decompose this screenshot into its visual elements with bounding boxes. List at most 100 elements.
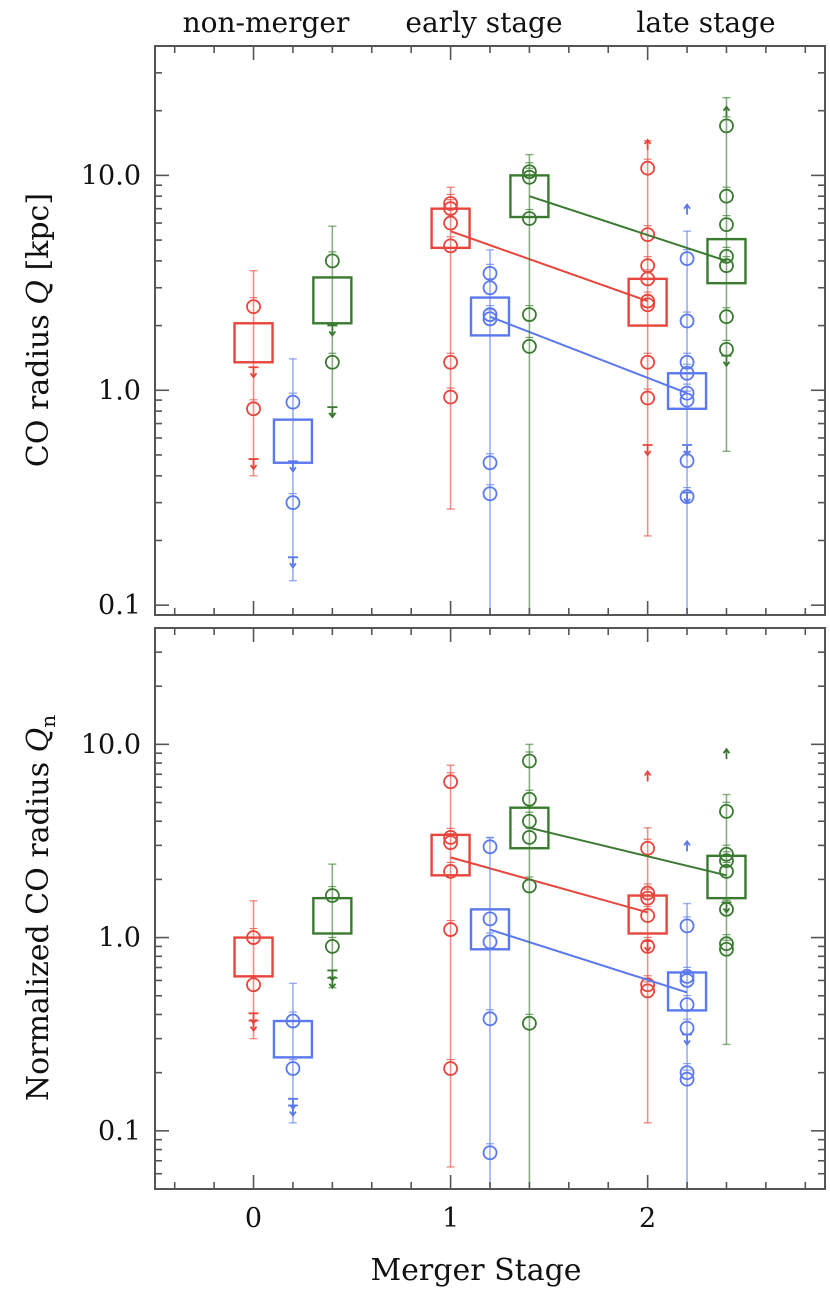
data-point bbox=[719, 853, 734, 869]
data-point bbox=[640, 939, 656, 954]
data-point bbox=[482, 265, 498, 281]
data-point bbox=[443, 835, 458, 851]
data-point bbox=[679, 997, 695, 1012]
data-point bbox=[679, 365, 695, 381]
data-point bbox=[324, 253, 340, 269]
data-point bbox=[719, 248, 734, 264]
y-tick-label: 0.1 bbox=[98, 590, 141, 621]
data-point bbox=[522, 307, 537, 322]
series-blue bbox=[272, 836, 708, 1190]
bottom-panel-marks bbox=[233, 743, 747, 1190]
data-point bbox=[640, 983, 656, 999]
data-point bbox=[679, 1071, 695, 1087]
data-point bbox=[482, 1145, 498, 1161]
data-point bbox=[443, 201, 458, 217]
trend-line bbox=[450, 856, 648, 914]
data-point bbox=[246, 401, 261, 417]
data-point bbox=[719, 864, 734, 879]
lower-limit-arrow bbox=[722, 105, 731, 117]
median-box bbox=[430, 207, 471, 250]
stage-label-early: early stage bbox=[405, 6, 562, 39]
median-box bbox=[666, 372, 708, 410]
data-point bbox=[719, 309, 734, 325]
trend-line bbox=[450, 230, 648, 303]
data-point bbox=[522, 753, 537, 769]
data-point bbox=[522, 813, 537, 829]
bottom-y-axis-title-var: Q bbox=[21, 728, 56, 753]
upper-limit-arrow bbox=[682, 1033, 693, 1046]
data-point bbox=[640, 908, 656, 923]
stage-label-non-merger: non-merger bbox=[183, 6, 350, 39]
upper-limit-arrow bbox=[327, 406, 338, 419]
data-point bbox=[443, 1061, 458, 1076]
upper-limit-arrow bbox=[248, 1019, 259, 1033]
bottom-y-axis-title-main: Normalized CO radius bbox=[21, 752, 56, 1101]
upper-limit-arrow bbox=[721, 354, 732, 368]
data-point bbox=[285, 1061, 301, 1076]
data-point bbox=[482, 455, 498, 471]
y-tick-label: 10.0 bbox=[81, 160, 141, 191]
series-blue bbox=[272, 203, 708, 616]
median-box bbox=[509, 174, 550, 219]
y-tick-label: 10.0 bbox=[81, 729, 141, 760]
top-y-axis-title-main: CO radius bbox=[21, 305, 56, 467]
data-point bbox=[640, 977, 656, 993]
data-point bbox=[482, 839, 498, 855]
data-point bbox=[719, 118, 734, 134]
bottom-y-axis-title: Normalized CO radius Qn bbox=[21, 715, 60, 1101]
data-point bbox=[640, 160, 656, 176]
data-point bbox=[443, 354, 458, 370]
lower-limit-arrow bbox=[683, 203, 691, 215]
data-point bbox=[719, 217, 734, 233]
data-point bbox=[443, 238, 458, 254]
data-point bbox=[640, 297, 656, 313]
upper-limit-arrow bbox=[642, 940, 653, 953]
data-point bbox=[679, 392, 695, 408]
median-box bbox=[706, 854, 747, 900]
upper-limit-arrow bbox=[287, 460, 298, 473]
data-point bbox=[719, 846, 734, 862]
upper-limit-arrow bbox=[682, 491, 693, 505]
median-box bbox=[627, 277, 668, 327]
data-point bbox=[482, 934, 498, 950]
data-point bbox=[679, 313, 695, 329]
data-point bbox=[522, 829, 537, 845]
data-point bbox=[482, 280, 498, 296]
x-tick-label: 1 bbox=[442, 1203, 459, 1234]
median-box bbox=[469, 296, 511, 337]
data-point bbox=[640, 354, 656, 370]
data-point bbox=[324, 888, 340, 903]
upper-limit-arrow bbox=[327, 976, 338, 990]
upper-limit-arrow bbox=[721, 901, 732, 914]
data-point bbox=[443, 389, 458, 405]
upper-limit-arrow bbox=[248, 458, 259, 471]
lower-limit-arrow bbox=[722, 747, 731, 760]
data-point bbox=[522, 169, 537, 185]
data-point bbox=[285, 495, 301, 511]
median-box bbox=[706, 237, 747, 285]
x-tick-label: 2 bbox=[639, 1203, 656, 1234]
median-box bbox=[509, 806, 550, 850]
bottom-y-axis-title-sub: n bbox=[36, 715, 60, 728]
trend-line bbox=[529, 826, 727, 877]
bottom-panel: 0.1 1.0 10.0 0 1 2 Normalized CO radius Qn bbox=[21, 627, 826, 1234]
data-point bbox=[719, 941, 734, 957]
upper-limit-arrow bbox=[248, 366, 259, 379]
data-point bbox=[522, 1015, 537, 1031]
data-point bbox=[443, 215, 458, 231]
y-tick-label: 0.1 bbox=[98, 1116, 141, 1147]
series-red bbox=[233, 764, 668, 1168]
data-point bbox=[443, 864, 458, 879]
lower-limit-arrow bbox=[683, 839, 691, 852]
data-point bbox=[640, 890, 656, 906]
data-point bbox=[640, 293, 656, 309]
data-point bbox=[640, 227, 656, 243]
data-point bbox=[443, 196, 458, 211]
data-point bbox=[640, 271, 656, 287]
data-point bbox=[679, 385, 695, 401]
data-point bbox=[522, 791, 537, 807]
stage-label-late: late stage bbox=[636, 6, 775, 39]
data-point bbox=[443, 774, 458, 790]
data-point bbox=[443, 922, 458, 937]
series-green bbox=[312, 743, 747, 1190]
